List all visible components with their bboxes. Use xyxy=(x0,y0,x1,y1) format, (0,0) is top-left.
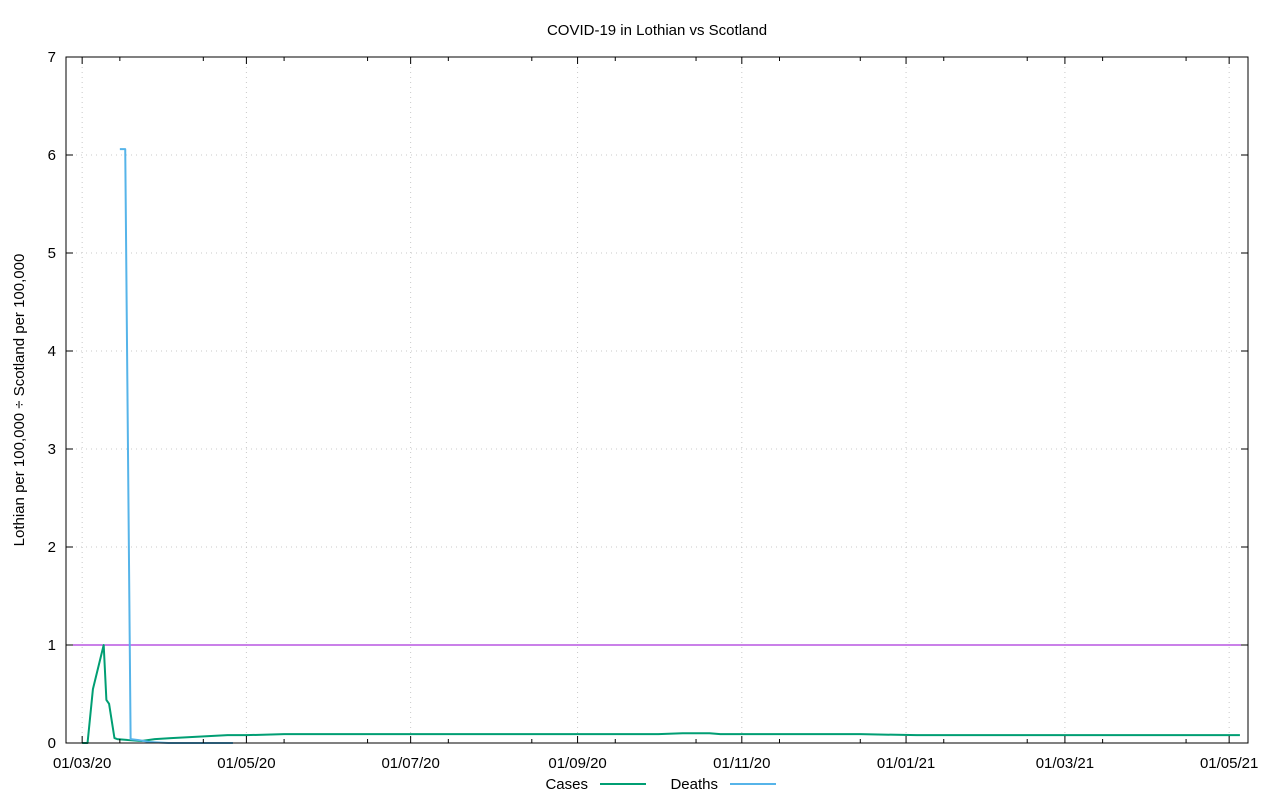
x-tick-label: 01/01/21 xyxy=(877,755,935,772)
x-tick-label: 01/05/21 xyxy=(1200,755,1258,772)
x-tick-label: 01/03/21 xyxy=(1036,755,1094,772)
y-tick-label: 6 xyxy=(48,147,56,164)
y-tick-label: 3 xyxy=(48,441,56,458)
y-tick-label: 0 xyxy=(48,735,56,752)
plot-frame xyxy=(65,56,1249,744)
x-tick-label: 01/11/20 xyxy=(713,755,770,772)
y-tick-label: 2 xyxy=(48,539,56,556)
y-tick-label: 7 xyxy=(48,49,56,66)
series-group xyxy=(82,148,1240,744)
x-tick-label: 01/03/20 xyxy=(53,755,111,772)
y-axis-label: Lothian per 100,000 ÷ Scotland per 100,0… xyxy=(11,254,28,547)
chart-title: COVID-19 in Lothian vs Scotland xyxy=(547,22,767,39)
axis-ticks: 0 1 2 3 4 5 6 7 01/03/20 01/05/20 01/07/20 01/09/20… xyxy=(48,49,1259,772)
legend-label-deaths: Deaths xyxy=(670,776,718,793)
legend: Cases Deaths xyxy=(545,776,776,793)
y-tick-label: 1 xyxy=(48,637,56,654)
y-tick-label: 4 xyxy=(48,343,56,360)
y-tick-label: 5 xyxy=(48,245,56,262)
grid xyxy=(66,57,1248,743)
series-line-cases xyxy=(82,644,1240,744)
series-line-deaths xyxy=(119,148,233,744)
x-tick-label: 01/05/20 xyxy=(217,755,275,772)
legend-label-cases: Cases xyxy=(545,776,588,793)
x-tick-label: 01/07/20 xyxy=(381,755,439,772)
x-tick-label: 01/09/20 xyxy=(548,755,606,772)
